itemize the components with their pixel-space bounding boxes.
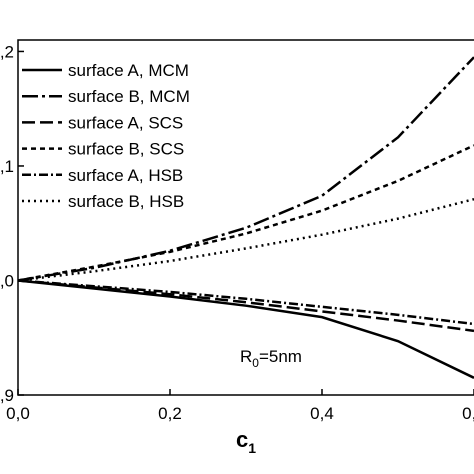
legend-label: surface A, SCS	[68, 113, 183, 132]
x-tick-label: 0,6	[462, 404, 474, 423]
x-tick-label: 0,0	[6, 404, 30, 423]
plot-frame	[17, 39, 474, 396]
y-tick-label: 1,1	[0, 157, 14, 176]
annotation: R0=5nm	[240, 347, 302, 370]
y-tick-label: 1,2	[0, 42, 14, 61]
series-line	[17, 56, 474, 282]
legend-label: surface A, HSB	[68, 166, 183, 185]
y-tick-label: 0,9	[0, 386, 14, 405]
x-tick-label: 0,4	[310, 404, 334, 423]
series-line	[17, 279, 474, 326]
legend-label: surface A, MCM	[68, 61, 189, 80]
legend-label: surface B, MCM	[68, 87, 190, 106]
series-line	[17, 197, 474, 282]
legend-label: surface B, SCS	[68, 140, 184, 159]
y-tick-label: 1,0	[0, 271, 14, 290]
legend-label: surface B, HSB	[68, 192, 184, 211]
x-tick-label: 0,2	[158, 404, 182, 423]
x-axis-label: c1	[236, 427, 256, 456]
